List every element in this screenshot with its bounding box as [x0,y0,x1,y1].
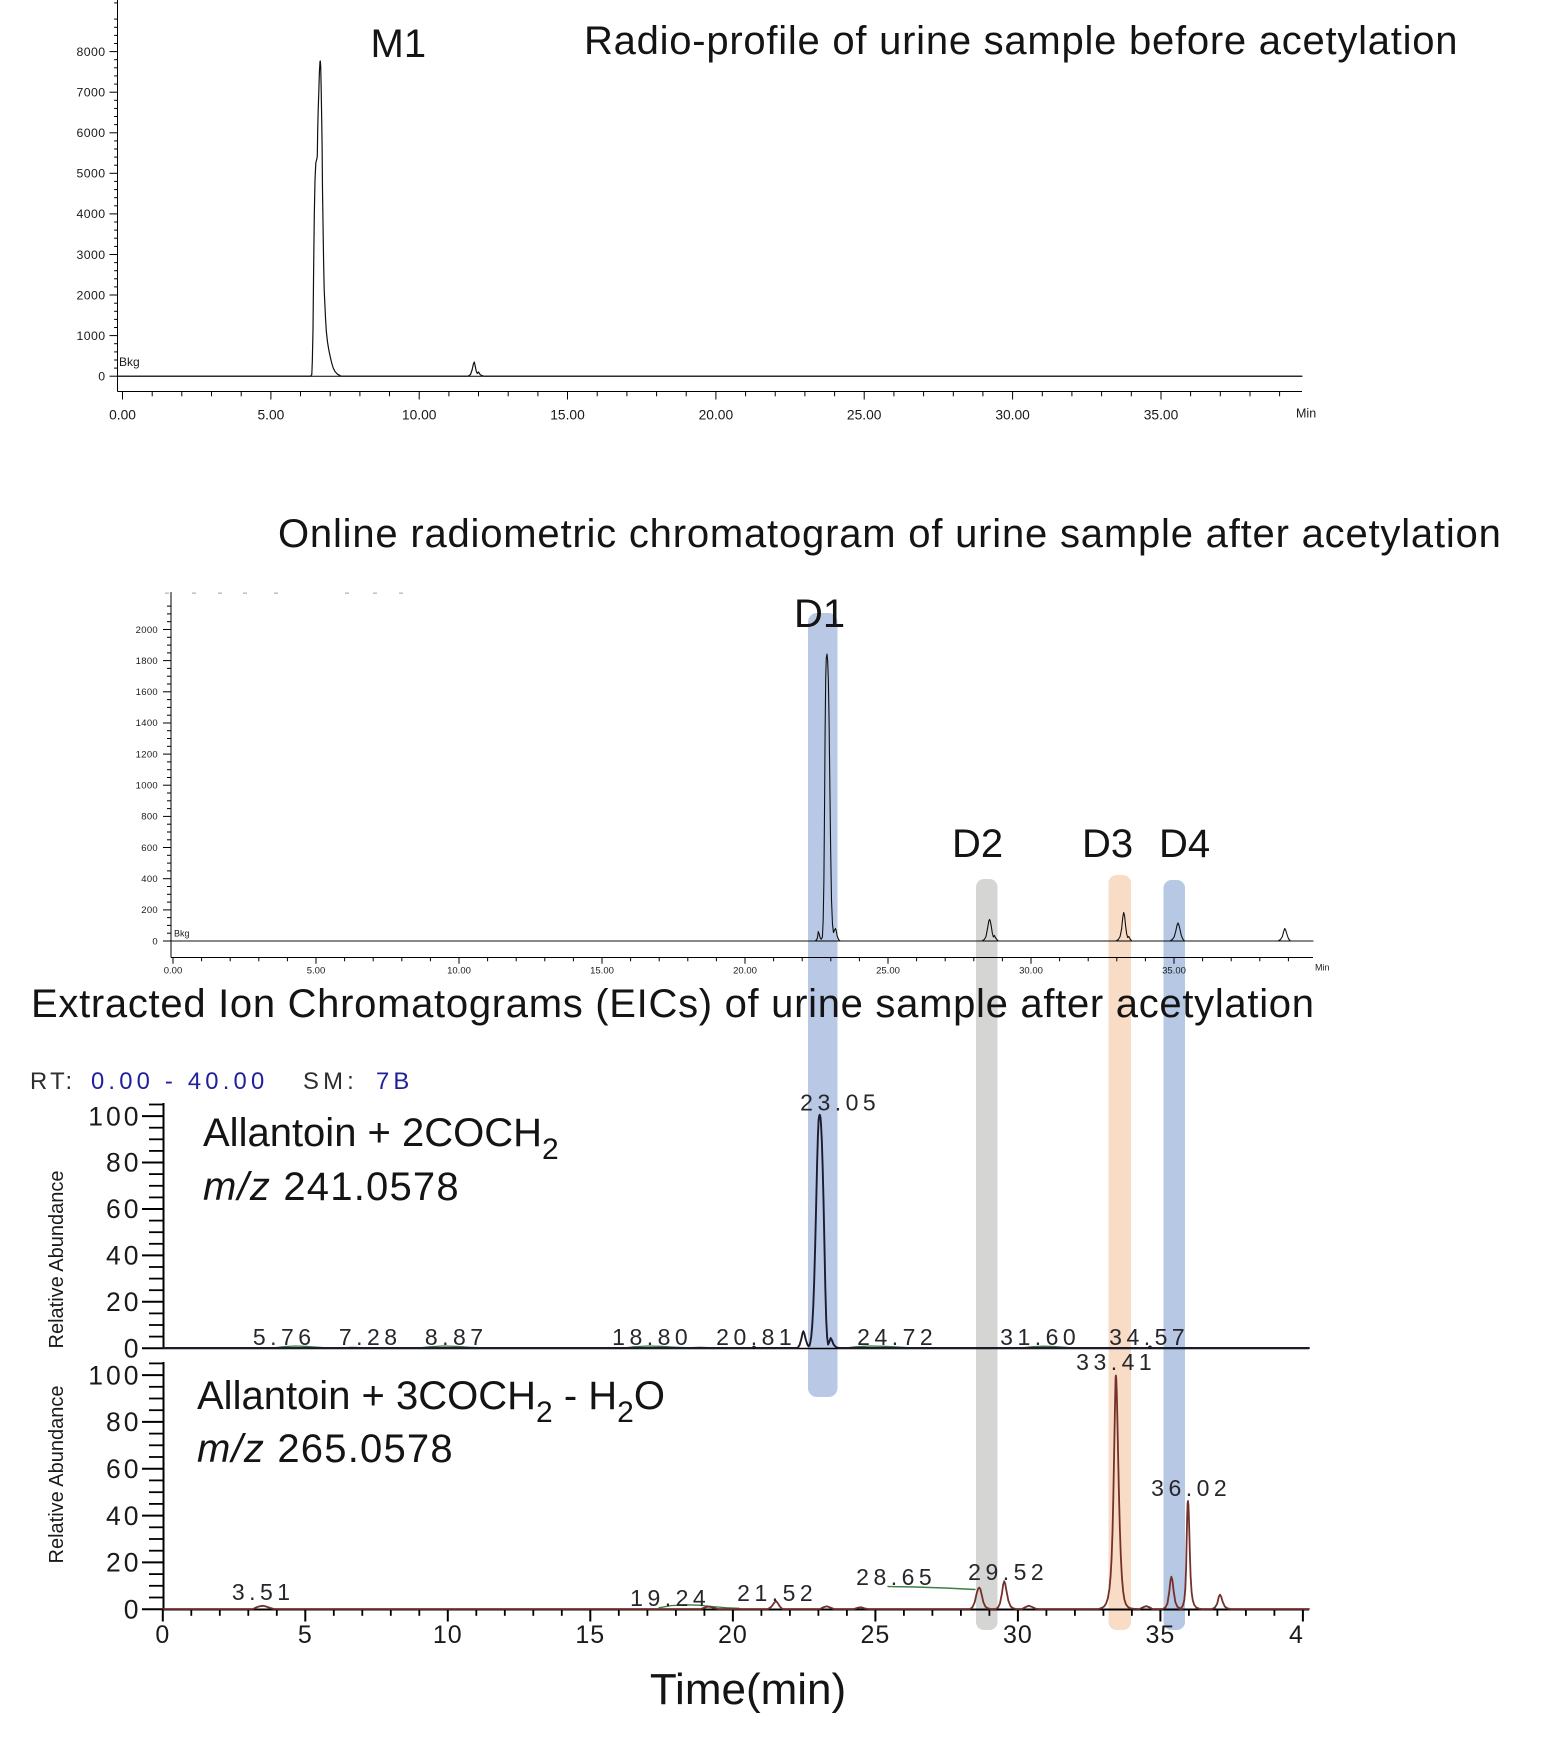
svg-text:0.00 - 40.00: 0.00 - 40.00 [91,1068,268,1095]
svg-text:23.05: 23.05 [800,1090,880,1116]
svg-text:Bkg: Bkg [119,355,140,369]
svg-text:D2: D2 [952,822,1003,866]
svg-text:40: 40 [106,1501,141,1531]
svg-text:15: 15 [575,1621,605,1649]
svg-text:36.02: 36.02 [1151,1475,1231,1501]
svg-text:33.41: 33.41 [1076,1349,1156,1375]
svg-text:5.00: 5.00 [307,966,326,977]
svg-text:m/z 241.0578: m/z 241.0578 [203,1165,460,1209]
svg-text:100: 100 [88,1360,141,1390]
svg-text:8000: 8000 [77,45,106,59]
svg-text:6000: 6000 [77,126,106,140]
svg-text:7000: 7000 [77,86,106,100]
svg-text:600: 600 [141,843,158,854]
svg-text:7.28: 7.28 [339,1324,402,1350]
svg-text:30.00: 30.00 [1019,966,1043,977]
svg-text:D4: D4 [1159,822,1210,866]
svg-text:10.00: 10.00 [447,966,471,977]
svg-text:1000: 1000 [136,781,158,792]
svg-text:2000: 2000 [136,625,158,636]
svg-text:Allantoin + 2COCH2: Allantoin + 2COCH2 [203,1111,559,1166]
svg-text:3000: 3000 [77,248,106,262]
svg-text:1600: 1600 [136,687,158,698]
svg-text:2000: 2000 [77,288,106,302]
svg-text:7B: 7B [376,1068,414,1095]
svg-text:31.60: 31.60 [1000,1324,1080,1350]
svg-text:80: 80 [106,1148,141,1178]
svg-text:Bkg: Bkg [174,929,190,939]
svg-text:RT:: RT: [30,1068,75,1095]
svg-text:18.80: 18.80 [612,1324,692,1350]
svg-text:0: 0 [124,1333,142,1363]
svg-text:5.00: 5.00 [257,408,284,423]
svg-text:200: 200 [141,905,158,916]
svg-text:D1: D1 [794,592,845,636]
svg-text:20.00: 20.00 [699,408,734,423]
svg-text:24.72: 24.72 [857,1324,937,1350]
svg-text:0.00: 0.00 [109,408,136,423]
svg-text:Online radiometric chromatogra: Online radiometric chromatogram of urine… [278,512,1502,556]
svg-text:30.00: 30.00 [995,408,1030,423]
svg-text:0.00: 0.00 [164,966,183,977]
svg-text:19.24: 19.24 [630,1585,710,1611]
svg-text:20: 20 [718,1621,748,1649]
svg-text:1400: 1400 [136,718,158,729]
svg-text:25.00: 25.00 [847,408,882,423]
svg-text:10: 10 [433,1621,463,1649]
svg-text:5000: 5000 [77,167,106,181]
svg-text:1800: 1800 [136,656,158,667]
svg-text:20: 20 [106,1287,141,1317]
svg-text:SM:: SM: [303,1068,358,1095]
svg-text:30: 30 [1003,1621,1033,1649]
svg-text:Relative Abundance: Relative Abundance [46,1171,68,1349]
svg-text:60: 60 [106,1454,141,1484]
svg-text:800: 800 [141,812,158,823]
svg-text:3.51: 3.51 [232,1579,295,1605]
svg-text:25.00: 25.00 [876,966,900,977]
svg-text:35.00: 35.00 [1144,408,1179,423]
svg-text:20: 20 [106,1548,141,1578]
svg-text:10.00: 10.00 [402,408,437,423]
svg-text:21.52: 21.52 [737,1580,817,1606]
svg-text:15.00: 15.00 [590,966,614,977]
svg-text:Relative Abundance: Relative Abundance [46,1386,68,1564]
svg-text:1200: 1200 [136,749,158,760]
svg-text:15.00: 15.00 [550,408,585,423]
svg-text:100: 100 [88,1101,141,1131]
svg-text:34.57: 34.57 [1109,1324,1189,1350]
svg-text:35: 35 [1145,1621,1175,1649]
svg-text:25: 25 [860,1621,890,1649]
svg-text:0: 0 [155,1621,170,1649]
svg-text:5: 5 [298,1621,313,1649]
svg-text:Extracted Ion Chromatograms (E: Extracted Ion Chromatograms (EICs) of ur… [31,982,1315,1026]
svg-text:Allantoin + 3COCH2 - H2O: Allantoin + 3COCH2 - H2O [197,1374,665,1429]
svg-text:Time(min): Time(min) [650,1665,846,1714]
svg-text:0: 0 [124,1594,142,1624]
svg-text:4000: 4000 [77,207,106,221]
svg-text:400: 400 [141,874,158,885]
svg-text:35.00: 35.00 [1162,966,1186,977]
svg-text:60: 60 [106,1194,141,1224]
svg-text:1000: 1000 [77,329,106,343]
svg-text:80: 80 [106,1407,141,1437]
svg-text:5.76: 5.76 [253,1324,316,1350]
svg-text:29.52: 29.52 [968,1559,1048,1585]
svg-text:20.81: 20.81 [716,1324,796,1350]
svg-text:20.00: 20.00 [733,966,757,977]
svg-text:0: 0 [98,370,105,384]
svg-text:4: 4 [1289,1621,1303,1649]
svg-text:8.87: 8.87 [425,1324,488,1350]
svg-text:D3: D3 [1082,822,1133,866]
svg-text:Radio-profile of urine sample: Radio-profile of urine sample before ace… [584,19,1458,63]
svg-text:40: 40 [106,1241,141,1271]
svg-text:M1: M1 [371,22,427,66]
svg-text:0: 0 [152,936,158,947]
svg-text:Min: Min [1296,407,1316,421]
svg-text:Min: Min [1315,963,1330,973]
svg-text:m/z 265.0578: m/z 265.0578 [197,1427,454,1471]
svg-text:28.65: 28.65 [856,1564,936,1590]
